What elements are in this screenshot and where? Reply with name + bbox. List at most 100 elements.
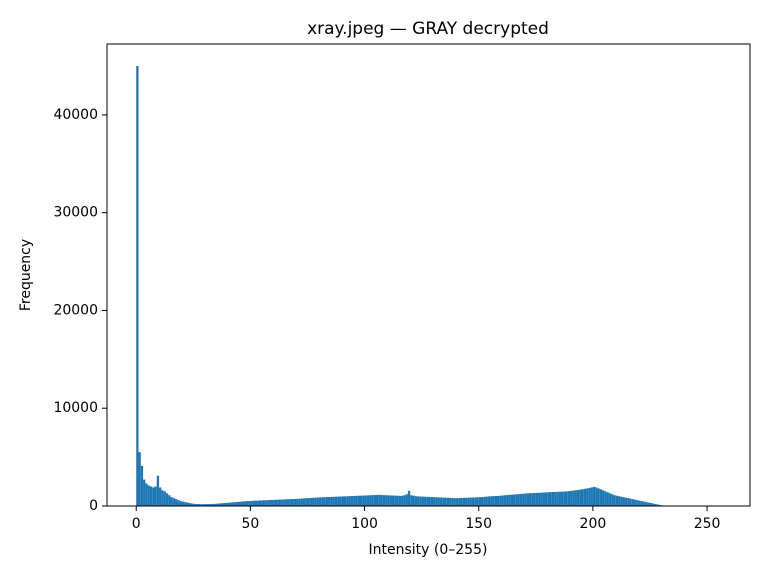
bar xyxy=(478,497,482,506)
bar xyxy=(401,495,404,506)
bar xyxy=(339,496,342,506)
bar xyxy=(257,500,260,506)
bar xyxy=(544,492,548,506)
bar xyxy=(494,496,498,506)
bar xyxy=(371,495,374,506)
bar xyxy=(147,485,150,506)
bar xyxy=(654,504,657,506)
bar xyxy=(519,493,523,506)
bar xyxy=(620,496,623,506)
bar xyxy=(140,465,144,506)
bar xyxy=(163,491,166,506)
bar xyxy=(197,504,201,506)
chart-title: xray.jpeg — GRAY decrypted xyxy=(307,19,549,39)
bar xyxy=(599,489,603,506)
bar xyxy=(636,500,639,506)
bar xyxy=(604,491,607,506)
x-tick-label: 0 xyxy=(132,516,141,532)
bar xyxy=(159,487,162,506)
bar xyxy=(645,502,648,506)
bar xyxy=(656,504,660,506)
bar xyxy=(154,486,157,506)
bar xyxy=(396,495,399,506)
bar xyxy=(595,487,598,506)
bar xyxy=(225,502,228,506)
bar xyxy=(590,487,593,506)
bar xyxy=(465,497,468,506)
bar xyxy=(268,500,271,506)
bar xyxy=(538,492,541,506)
y-tick-label: 30000 xyxy=(53,205,98,221)
bar xyxy=(497,495,500,506)
bar xyxy=(321,497,324,506)
bar xyxy=(204,504,208,506)
bar xyxy=(629,498,632,506)
bar xyxy=(640,501,644,506)
bar xyxy=(588,487,591,506)
x-tick-label: 100 xyxy=(351,516,378,532)
bar xyxy=(259,500,262,506)
bar xyxy=(325,497,329,506)
bar xyxy=(442,497,445,506)
bar xyxy=(528,493,532,506)
bar xyxy=(469,497,472,506)
bar xyxy=(172,498,176,506)
bar xyxy=(435,497,438,506)
x-tick-label: 150 xyxy=(465,516,492,532)
bar xyxy=(213,503,217,506)
bar xyxy=(143,479,146,506)
bar xyxy=(378,494,381,506)
y-tick-label: 40000 xyxy=(53,107,98,123)
bar xyxy=(243,501,246,506)
bar xyxy=(264,500,267,506)
bar xyxy=(191,503,194,506)
bar xyxy=(286,499,290,506)
bar xyxy=(430,497,434,506)
bar xyxy=(506,495,509,506)
bar xyxy=(232,502,235,506)
bar xyxy=(572,490,575,506)
bar xyxy=(254,500,258,506)
bar xyxy=(608,493,612,506)
bar xyxy=(357,495,360,506)
bar xyxy=(168,495,171,506)
bar xyxy=(433,497,436,506)
bar xyxy=(398,495,402,506)
bar xyxy=(149,486,153,506)
bar xyxy=(346,496,349,506)
bar xyxy=(145,483,148,506)
bar xyxy=(273,499,276,506)
y-tick-label: 20000 xyxy=(53,302,98,318)
bar xyxy=(179,501,182,506)
bar xyxy=(567,491,571,506)
bar xyxy=(565,491,568,506)
bar xyxy=(446,497,450,506)
bar xyxy=(560,491,564,506)
bar xyxy=(503,495,507,506)
bar xyxy=(535,492,539,506)
bar xyxy=(330,496,333,506)
bar xyxy=(175,499,178,506)
bar xyxy=(638,500,641,506)
bar xyxy=(389,495,392,506)
bar xyxy=(428,496,431,506)
bar xyxy=(229,502,233,506)
bar xyxy=(252,500,255,506)
bar xyxy=(291,499,294,506)
bar xyxy=(510,494,513,506)
x-tick-label: 250 xyxy=(694,516,721,532)
bar xyxy=(293,498,297,506)
bar xyxy=(524,493,527,506)
bar xyxy=(458,498,461,506)
bar xyxy=(334,496,338,506)
bar xyxy=(410,495,413,506)
bar xyxy=(618,496,621,506)
bar xyxy=(207,504,210,506)
bar xyxy=(218,503,221,506)
bar xyxy=(138,452,141,506)
bar xyxy=(387,495,390,506)
bar xyxy=(451,497,454,506)
bar xyxy=(634,499,637,506)
bar xyxy=(643,501,646,506)
